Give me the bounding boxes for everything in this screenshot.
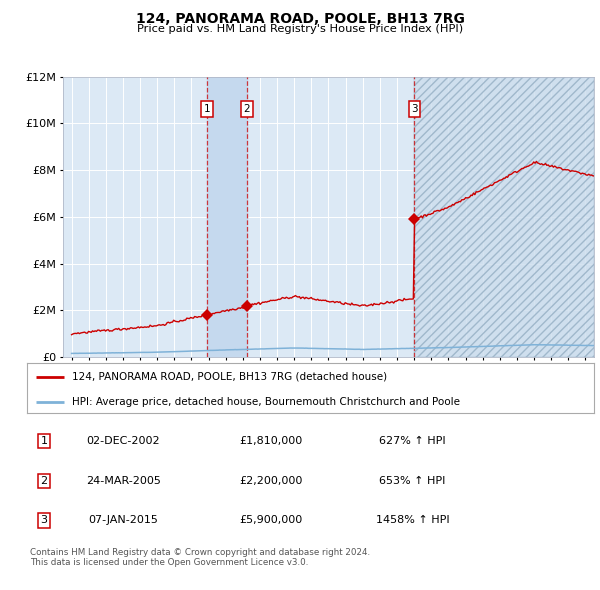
Text: 627% ↑ HPI: 627% ↑ HPI <box>379 436 446 446</box>
Text: 07-JAN-2015: 07-JAN-2015 <box>88 516 158 526</box>
Text: 1: 1 <box>41 436 47 446</box>
Text: 3: 3 <box>41 516 47 526</box>
Bar <box>415 77 594 357</box>
Text: 1458% ↑ HPI: 1458% ↑ HPI <box>376 516 449 526</box>
Text: £1,810,000: £1,810,000 <box>239 436 302 446</box>
Text: Contains HM Land Registry data © Crown copyright and database right 2024.
This d: Contains HM Land Registry data © Crown c… <box>30 548 370 567</box>
Text: £2,200,000: £2,200,000 <box>239 476 302 486</box>
Text: £5,900,000: £5,900,000 <box>239 516 302 526</box>
Text: 124, PANORAMA ROAD, POOLE, BH13 7RG (detached house): 124, PANORAMA ROAD, POOLE, BH13 7RG (det… <box>73 372 388 382</box>
Bar <box>415 77 594 357</box>
Text: Price paid vs. HM Land Registry's House Price Index (HPI): Price paid vs. HM Land Registry's House … <box>137 24 463 34</box>
Text: 2: 2 <box>244 104 250 114</box>
Bar <box>207 77 247 357</box>
Text: 124, PANORAMA ROAD, POOLE, BH13 7RG: 124, PANORAMA ROAD, POOLE, BH13 7RG <box>136 12 464 26</box>
Text: 1: 1 <box>204 104 211 114</box>
Text: 3: 3 <box>411 104 418 114</box>
Text: 2: 2 <box>40 476 47 486</box>
Text: 653% ↑ HPI: 653% ↑ HPI <box>379 476 446 486</box>
Text: 24-MAR-2005: 24-MAR-2005 <box>86 476 161 486</box>
Text: 02-DEC-2002: 02-DEC-2002 <box>86 436 160 446</box>
Text: HPI: Average price, detached house, Bournemouth Christchurch and Poole: HPI: Average price, detached house, Bour… <box>73 397 460 407</box>
